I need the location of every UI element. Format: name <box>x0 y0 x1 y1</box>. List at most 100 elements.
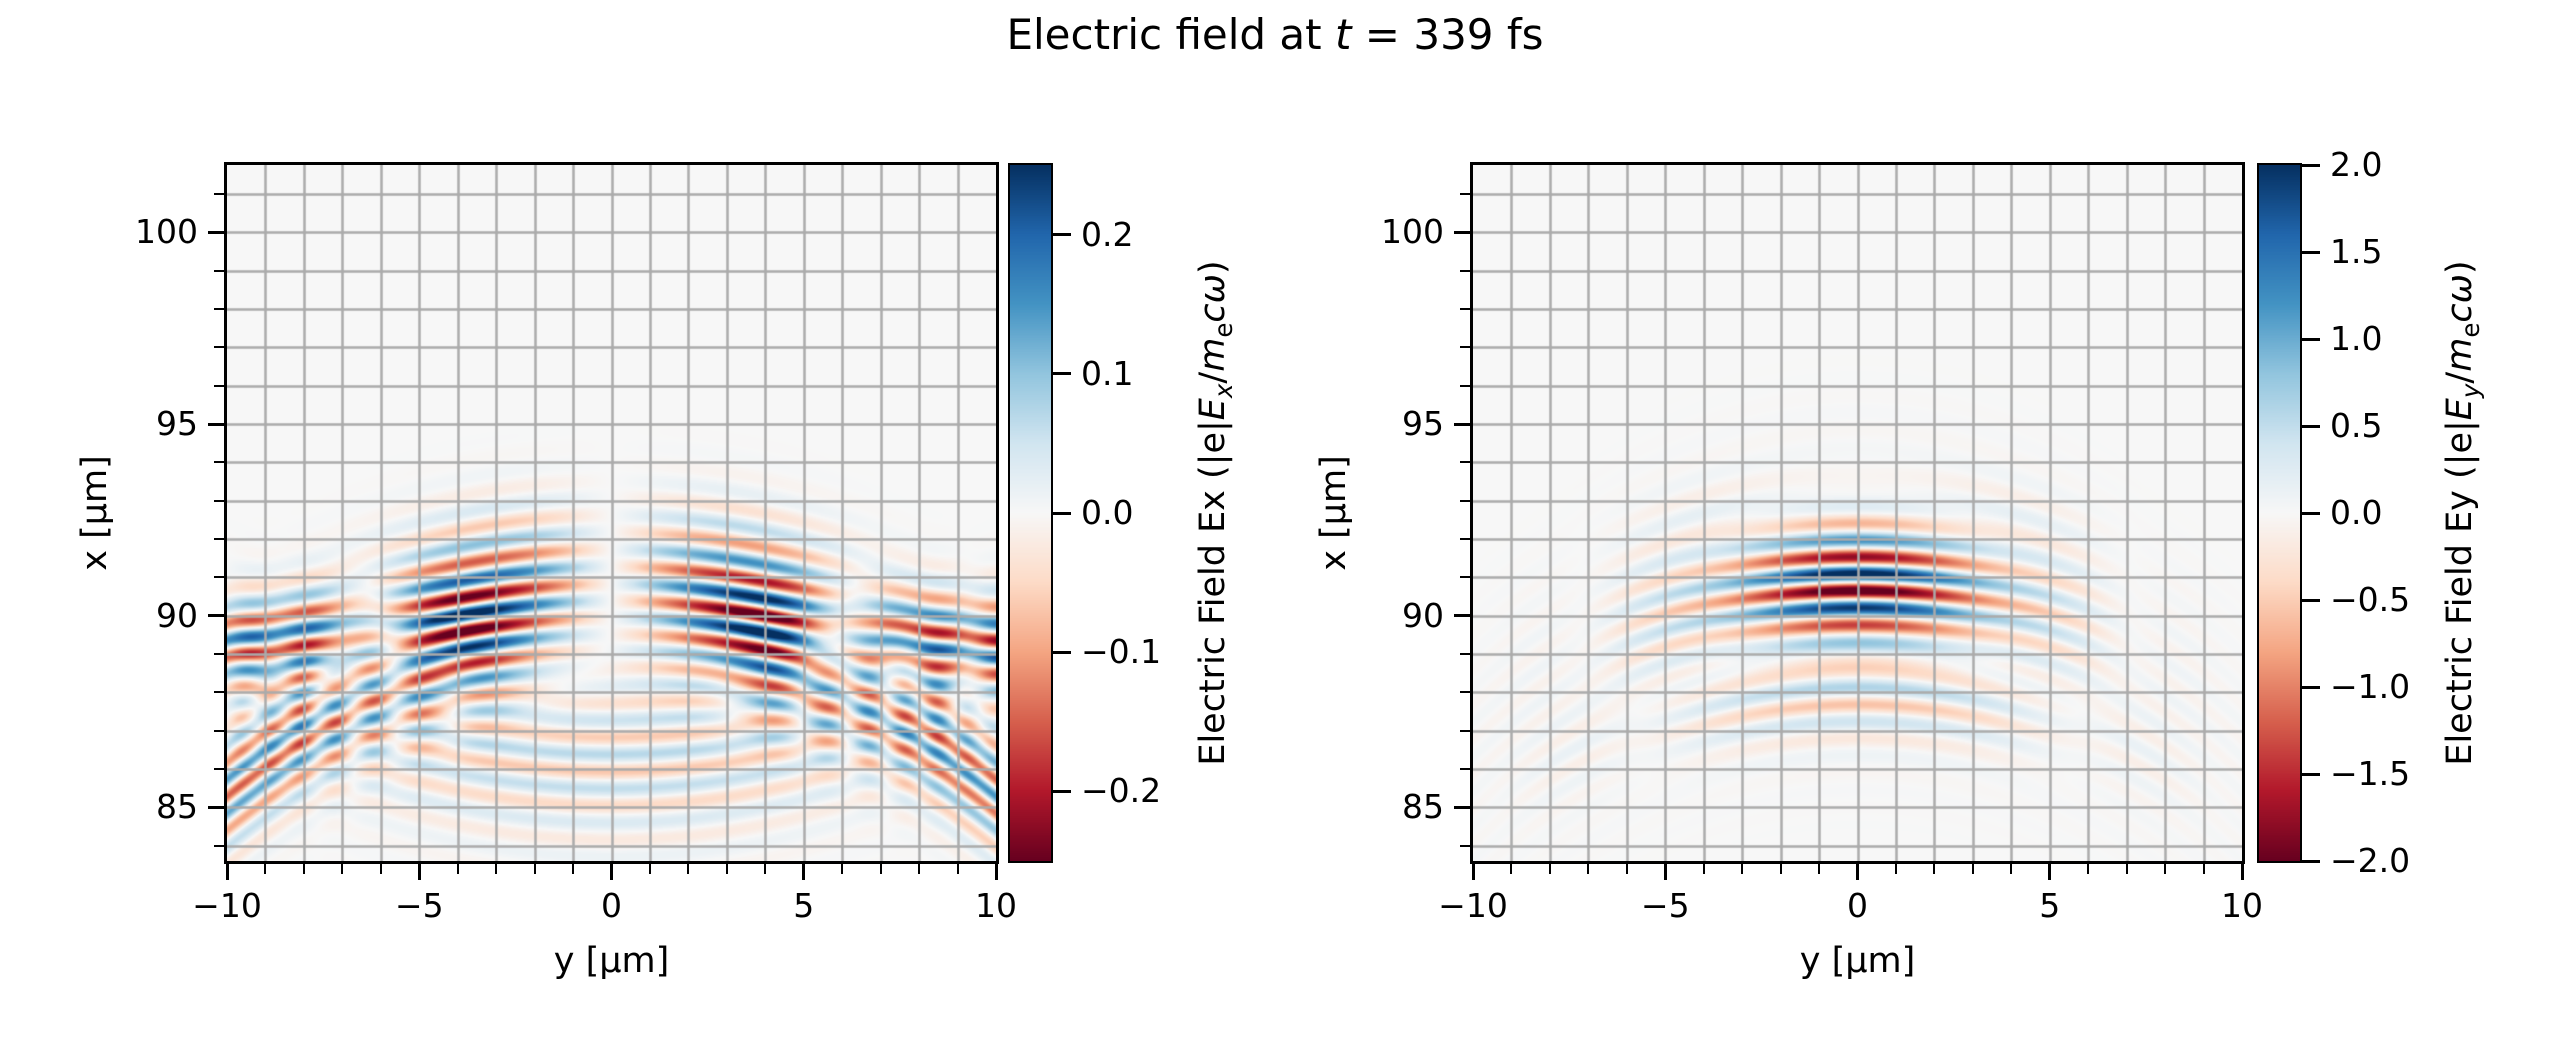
ey-colorbar-tick-label: −0.5 <box>2330 580 2411 619</box>
ey-x-minor-tick <box>1548 864 1551 874</box>
ex-x-minor-tick <box>725 864 728 874</box>
ey-x-tick-label: −10 <box>1438 886 1508 925</box>
ey-y-minor-tick <box>1460 653 1470 656</box>
ey-x-major-tick <box>1471 864 1475 880</box>
ex-y-minor-tick <box>214 308 224 311</box>
ex-colorbar-tick-label: 0.1 <box>1081 353 1134 393</box>
label-segment: = 339 fs <box>1351 10 1544 59</box>
ex-x-minor-tick <box>302 864 305 874</box>
ex-x-major-tick <box>802 864 806 880</box>
ey-y-major-tick <box>1454 805 1470 809</box>
ex-heatmap-canvas <box>227 165 996 861</box>
ey-y-tick-label: 100 <box>1381 212 1444 252</box>
ey-y-minor-tick <box>1460 269 1470 272</box>
ey-y-minor-tick <box>1460 346 1470 349</box>
ex-x-minor-tick <box>495 864 498 874</box>
ey-x-major-tick <box>1663 864 1667 880</box>
ey-x-tick-label: 0 <box>1847 886 1868 925</box>
ex-y-tick-label: 95 <box>156 404 198 444</box>
label-segment: E <box>1193 398 1233 421</box>
ey-y-major-tick <box>1454 230 1470 234</box>
ey-y-minor-tick <box>1460 691 1470 694</box>
ey-colorbar-tick-label: 0.0 <box>2330 493 2383 532</box>
ey-colorbar-tick-label: 1.5 <box>2330 232 2383 271</box>
label-segment: ω <box>1193 274 1233 304</box>
ex-x-tick-label: 0 <box>601 886 622 925</box>
ey-x-minor-tick <box>2010 864 2013 874</box>
ex-colorbar-tick-label: −0.1 <box>1081 632 1162 672</box>
ey-x-minor-tick <box>1894 864 1897 874</box>
ex-colorbar <box>1008 163 1053 863</box>
ey-heatmap-canvas <box>1473 165 2242 861</box>
ex-x-axis-label: y [μm] <box>553 941 670 981</box>
ey-colorbar-tick <box>2302 424 2320 428</box>
ex-y-tick-label: 90 <box>156 595 198 635</box>
ex-x-minor-tick <box>456 864 459 874</box>
label-segment: ) <box>1193 260 1233 275</box>
ex-y-minor-tick <box>214 384 224 387</box>
ex-x-minor-tick <box>764 864 767 874</box>
ex-colorbar-tick <box>1053 233 1071 237</box>
ey-x-minor-tick <box>1933 864 1936 874</box>
ex-x-minor-tick <box>341 864 344 874</box>
ex-y-minor-tick <box>214 653 224 656</box>
ey-x-major-tick <box>2240 864 2244 880</box>
ey-x-minor-tick <box>2125 864 2128 874</box>
ex-x-minor-tick <box>379 864 382 874</box>
ex-y-major-tick <box>208 230 224 234</box>
ex-y-minor-tick <box>214 461 224 464</box>
ey-x-minor-tick <box>1587 864 1590 874</box>
ey-colorbar-tick-label: −1.0 <box>2330 667 2411 706</box>
ey-colorbar-tick <box>2302 598 2320 602</box>
ex-x-minor-tick <box>956 864 959 874</box>
ey-colorbar-tick <box>2302 163 2320 167</box>
ey-colorbar-tick <box>2302 859 2320 863</box>
ey-y-minor-tick <box>1460 461 1470 464</box>
ey-y-tick-label: 95 <box>1402 404 1444 444</box>
ex-x-minor-tick <box>572 864 575 874</box>
ex-colorbar-tick <box>1053 789 1071 793</box>
ex-y-minor-tick <box>214 269 224 272</box>
ey-y-tick-label: 90 <box>1402 595 1444 635</box>
label-segment: Electric field at <box>1006 10 1335 59</box>
ex-colorbar-tick <box>1053 511 1071 515</box>
ex-x-minor-tick <box>648 864 651 874</box>
ey-colorbar-tick <box>2302 685 2320 689</box>
ey-x-minor-tick <box>1625 864 1628 874</box>
ex-x-major-tick <box>417 864 421 880</box>
ey-x-minor-tick <box>1779 864 1782 874</box>
ex-x-tick-label: −10 <box>192 886 262 925</box>
ey-colorbar-gradient <box>2259 165 2300 861</box>
ex-y-minor-tick <box>214 691 224 694</box>
label-segment: e <box>1209 322 1238 338</box>
ey-colorbar-tick <box>2302 511 2320 515</box>
ex-x-tick-label: 10 <box>975 886 1017 925</box>
ey-colorbar-tick <box>2302 250 2320 254</box>
ey-x-minor-tick <box>1741 864 1744 874</box>
ex-colorbar-tick <box>1053 372 1071 376</box>
ex-x-minor-tick <box>533 864 536 874</box>
ex-colorbar-gradient <box>1010 165 1051 861</box>
ey-y-minor-tick <box>1460 308 1470 311</box>
ex-y-minor-tick <box>214 499 224 502</box>
ex-x-minor-tick <box>264 864 267 874</box>
ey-x-minor-tick <box>2164 864 2167 874</box>
ex-x-major-tick <box>225 864 229 880</box>
ex-y-minor-tick <box>214 346 224 349</box>
label-segment: / <box>2440 371 2480 384</box>
ey-colorbar-tick-label: 0.5 <box>2330 406 2383 445</box>
ex-colorbar-tick-label: 0.2 <box>1081 214 1134 254</box>
ey-y-minor-tick <box>1460 193 1470 196</box>
ex-x-tick-label: −5 <box>394 886 444 925</box>
ey-x-minor-tick <box>2087 864 2090 874</box>
ey-x-axis-label: y [μm] <box>1799 941 1916 981</box>
ex-colorbar-tick <box>1053 650 1071 654</box>
ey-colorbar-tick-label: 1.0 <box>2330 319 2383 358</box>
ex-x-major-tick <box>610 864 613 880</box>
ey-y-major-tick <box>1454 614 1470 618</box>
ey-colorbar-tick-label: −2.0 <box>2330 841 2411 880</box>
figure-title: Electric field at t = 339 fs <box>0 10 2550 60</box>
ey-y-minor-tick <box>1460 538 1470 541</box>
ey-y-minor-tick <box>1460 844 1470 847</box>
ey-axes <box>1470 162 2245 864</box>
